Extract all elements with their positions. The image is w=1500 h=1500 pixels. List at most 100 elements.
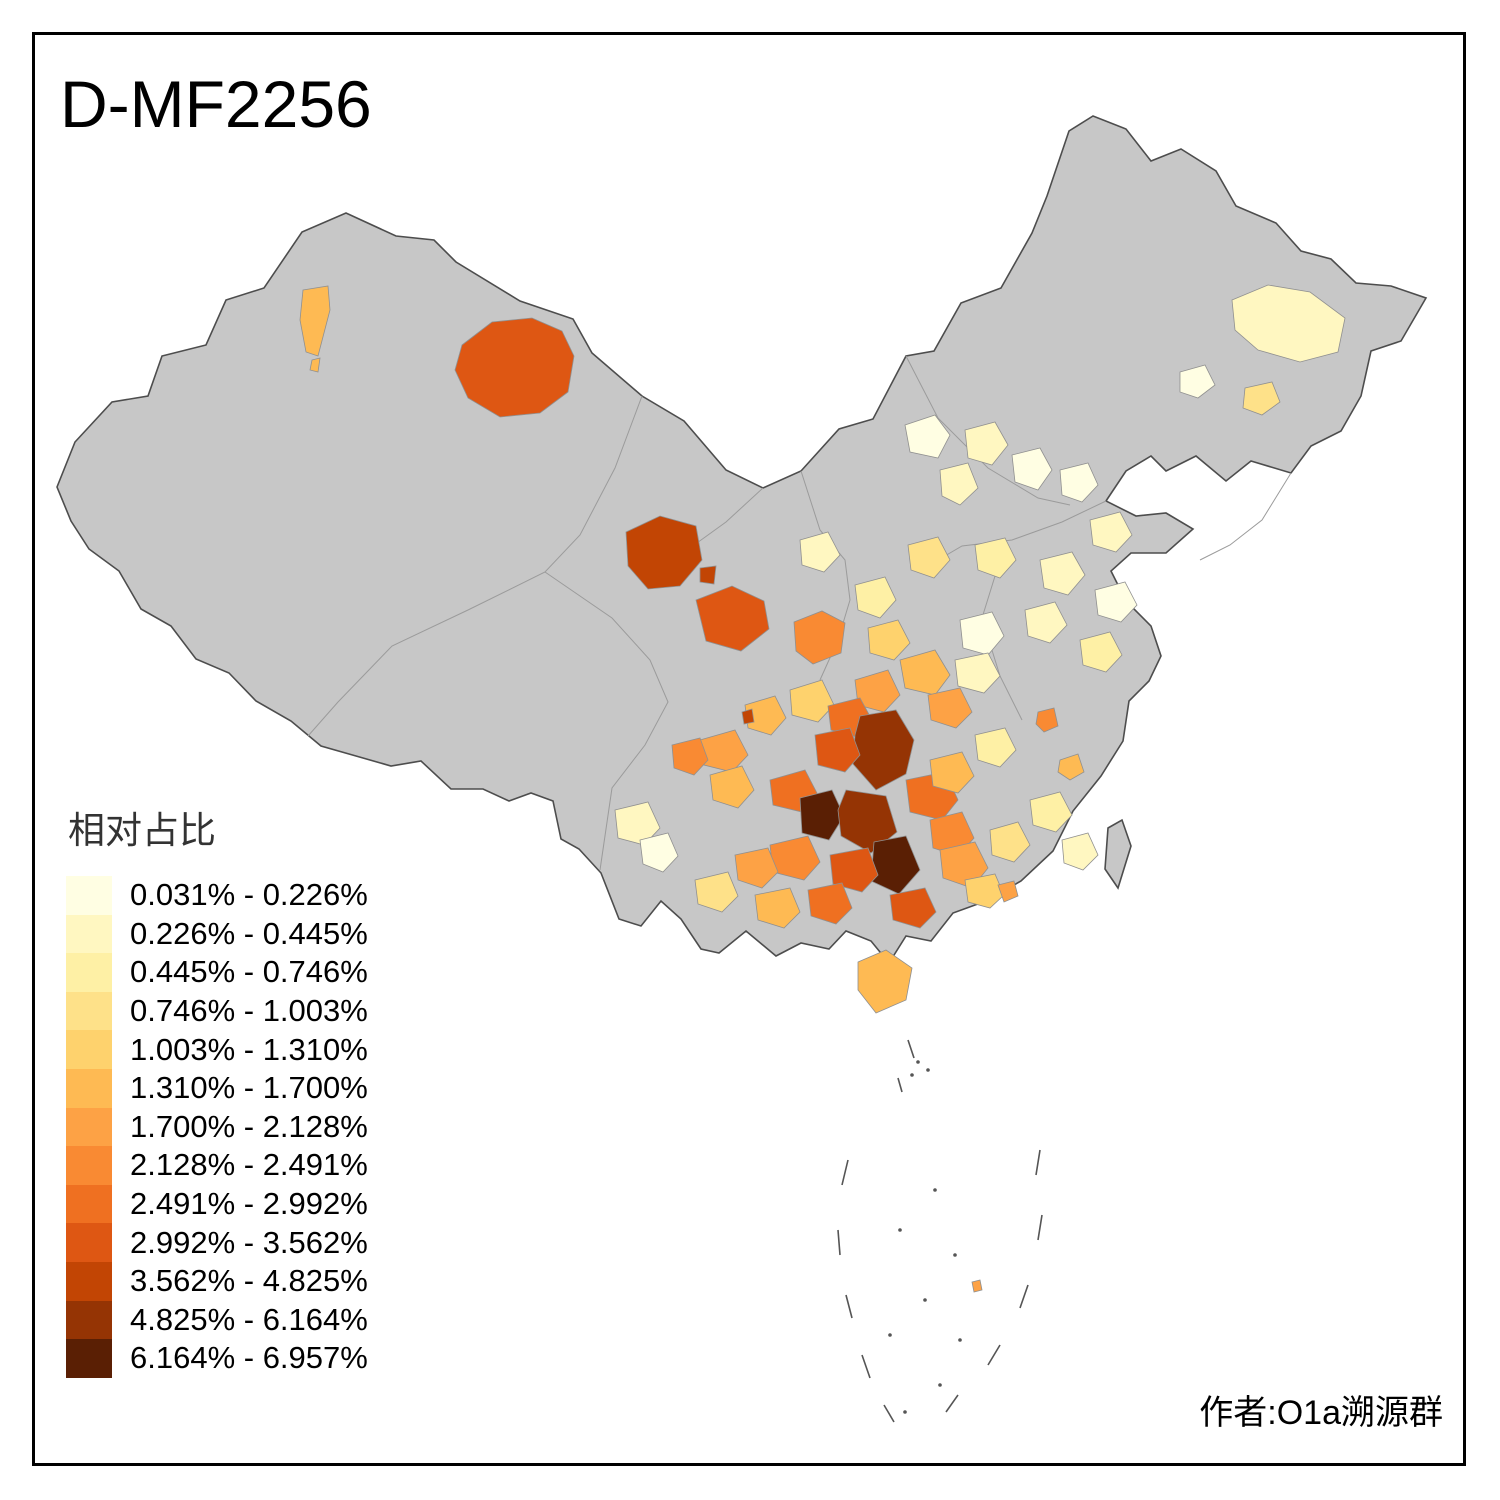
map-region: [907, 536, 951, 579]
map-region: [889, 887, 937, 929]
map-region: [1011, 447, 1053, 491]
legend-label: 3.562% - 4.825%: [130, 1263, 368, 1299]
map-region: [1094, 581, 1138, 623]
map-region: [899, 649, 951, 696]
map-region: [1061, 832, 1099, 871]
legend-label: 1.310% - 1.700%: [130, 1070, 368, 1106]
map-region-patches: [299, 284, 1346, 1293]
legend-swatch: [66, 1068, 112, 1108]
map-region: [694, 871, 739, 913]
map-region: [964, 873, 1005, 909]
legend-item: 0.031% - 0.226%: [66, 876, 368, 915]
legend-swatch: [66, 1184, 112, 1224]
map-region: [1057, 753, 1085, 781]
map-region: [754, 887, 801, 929]
legend-item: 6.164% - 6.957%: [66, 1339, 368, 1378]
island-dot: [953, 1253, 957, 1257]
sea-dash: [945, 1394, 959, 1413]
island-dot: [898, 1228, 902, 1232]
legend-swatch: [66, 1339, 112, 1378]
map-region: [867, 619, 911, 661]
map-region: [1231, 284, 1346, 363]
map-region: [954, 652, 1001, 694]
sea-dash: [987, 1344, 1001, 1366]
legend-label: 2.992% - 3.562%: [130, 1224, 368, 1260]
map-region: [744, 695, 787, 736]
map-region: [793, 610, 846, 665]
map-region: [1035, 707, 1059, 733]
island-dot: [916, 1060, 920, 1064]
sea-dash: [883, 1404, 895, 1423]
legend-item: 1.003% - 1.310%: [66, 1030, 368, 1069]
legend-swatch: [66, 914, 112, 954]
sea-dash: [1037, 1214, 1043, 1241]
figure-title: D-MF2256: [60, 67, 372, 141]
map-region: [614, 801, 661, 846]
sea-dash: [841, 1159, 849, 1186]
island-dot: [938, 1383, 942, 1387]
legend-swatch: [66, 991, 112, 1031]
legend-item: 2.491% - 2.992%: [66, 1184, 368, 1224]
legend-label: 1.700% - 2.128%: [130, 1108, 368, 1144]
legend-item: 0.226% - 0.445%: [66, 914, 368, 954]
map-region: [989, 821, 1031, 863]
legend-label: 0.226% - 0.445%: [130, 915, 368, 951]
legend-label: 0.746% - 1.003%: [130, 993, 368, 1029]
island-dot: [903, 1410, 907, 1414]
island-dot: [888, 1333, 892, 1337]
legend-swatch: [66, 1261, 112, 1301]
map-region: [741, 708, 755, 725]
map-region: [709, 765, 755, 809]
sea-dash: [861, 1354, 871, 1379]
map-region: [734, 847, 779, 889]
map-region: [1039, 551, 1086, 596]
map-region: [625, 515, 703, 590]
island-dot: [926, 1068, 930, 1072]
map-region: [807, 882, 853, 925]
legend-item: 1.700% - 2.128%: [66, 1107, 368, 1147]
map-region: [799, 789, 845, 841]
map-region: [964, 421, 1009, 466]
island-dot: [910, 1073, 914, 1077]
legend: 相对占比 0.031% - 0.226% 0.226% - 0.445% 0.445…: [66, 800, 368, 1378]
map-region: [639, 832, 679, 873]
map-region: [299, 285, 331, 357]
sea-dash: [837, 1229, 841, 1256]
map-region: [857, 949, 913, 1014]
taiwan-island: [1104, 818, 1132, 890]
mainland-outline: [56, 115, 1428, 965]
legend-item: 1.310% - 1.700%: [66, 1068, 368, 1108]
legend-item: 0.445% - 0.746%: [66, 953, 368, 992]
map-region: [971, 1279, 983, 1293]
legend-swatch: [66, 1300, 112, 1340]
south-china-sea-features: [837, 1039, 1043, 1423]
legend-swatch: [66, 1146, 112, 1185]
legend-item: 2.992% - 3.562%: [66, 1223, 368, 1262]
sea-dash: [1035, 1149, 1041, 1176]
legend-label: 4.825% - 6.164%: [130, 1301, 368, 1337]
map-region: [799, 531, 841, 573]
map-region: [974, 727, 1017, 768]
legend-rows: 0.031% - 0.226% 0.226% - 0.445% 0.445% - 0…: [66, 876, 368, 1378]
map-region: [1059, 462, 1099, 503]
sea-dash: [907, 1039, 915, 1059]
map-region: [959, 611, 1005, 656]
attribution: 作者:O1a溯源群: [1199, 1394, 1443, 1432]
map-region: [699, 565, 717, 585]
legend-item: 2.128% - 2.491%: [66, 1146, 368, 1185]
map-region: [454, 317, 575, 418]
legend-label: 2.128% - 2.491%: [130, 1147, 368, 1183]
map-region: [929, 751, 975, 794]
sea-dash: [897, 1077, 903, 1093]
map-region: [1024, 601, 1068, 644]
map-region: [1079, 631, 1123, 673]
legend-label: 6.164% - 6.957%: [130, 1340, 368, 1376]
map-region: [814, 727, 861, 773]
legend-label: 0.031% - 0.226%: [130, 877, 368, 913]
legend-label: 2.491% - 2.992%: [130, 1186, 368, 1222]
map-region: [309, 357, 321, 373]
map-region: [671, 737, 709, 776]
sea-dash: [845, 1294, 853, 1319]
map-region: [974, 537, 1017, 579]
legend-swatch: [66, 1107, 112, 1147]
